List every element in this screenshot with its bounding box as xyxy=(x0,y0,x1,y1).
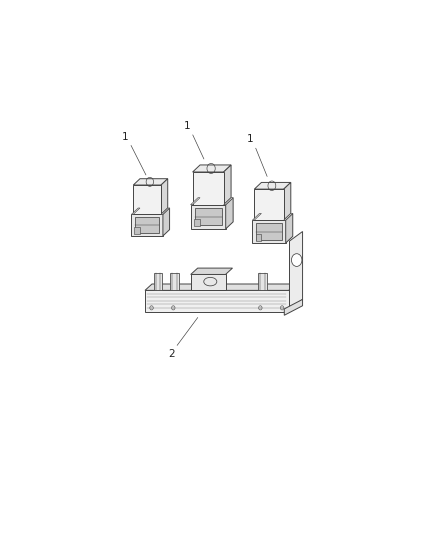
Bar xyxy=(255,234,261,241)
Circle shape xyxy=(291,254,302,266)
Polygon shape xyxy=(284,213,293,220)
Polygon shape xyxy=(226,198,233,229)
Polygon shape xyxy=(284,182,291,220)
Bar xyxy=(194,208,222,225)
Polygon shape xyxy=(290,231,303,309)
Bar xyxy=(256,223,282,240)
Polygon shape xyxy=(191,198,200,205)
Circle shape xyxy=(280,306,284,310)
Text: 1: 1 xyxy=(122,132,129,142)
Polygon shape xyxy=(254,182,291,189)
Polygon shape xyxy=(224,165,231,205)
Polygon shape xyxy=(193,165,231,172)
Polygon shape xyxy=(145,284,296,290)
Polygon shape xyxy=(191,205,226,229)
Polygon shape xyxy=(161,179,168,214)
Polygon shape xyxy=(191,274,226,290)
Circle shape xyxy=(172,306,175,310)
Polygon shape xyxy=(224,198,233,205)
Circle shape xyxy=(258,306,262,310)
Bar xyxy=(135,217,159,233)
Polygon shape xyxy=(161,208,170,214)
Bar xyxy=(194,220,200,227)
Text: 1: 1 xyxy=(247,134,254,144)
Polygon shape xyxy=(254,189,284,220)
Polygon shape xyxy=(191,268,233,274)
Polygon shape xyxy=(133,185,161,214)
Polygon shape xyxy=(284,300,303,316)
Polygon shape xyxy=(258,273,267,290)
Polygon shape xyxy=(145,290,289,312)
Bar xyxy=(134,228,140,233)
Polygon shape xyxy=(163,208,170,236)
Polygon shape xyxy=(193,172,224,205)
Polygon shape xyxy=(170,273,179,290)
Polygon shape xyxy=(131,208,140,214)
Text: 2: 2 xyxy=(168,349,174,359)
Circle shape xyxy=(150,306,153,310)
Polygon shape xyxy=(252,220,286,243)
Text: 1: 1 xyxy=(184,121,191,131)
Polygon shape xyxy=(252,213,261,220)
Polygon shape xyxy=(154,273,162,290)
Polygon shape xyxy=(133,179,168,185)
Polygon shape xyxy=(286,213,293,243)
Polygon shape xyxy=(131,214,163,236)
